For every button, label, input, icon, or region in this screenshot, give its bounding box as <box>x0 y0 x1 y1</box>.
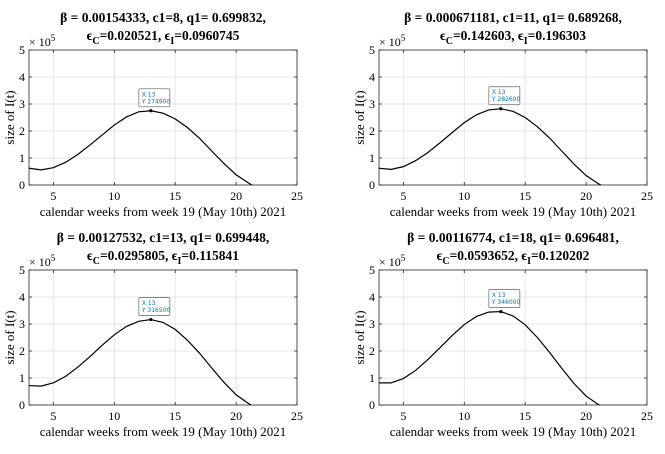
y-exponent-label: × 105 <box>29 33 56 49</box>
y-tick-label: 3 <box>19 97 25 111</box>
chart-title-line2: ϵC=0.142603, ϵI=0.196303 <box>440 28 586 47</box>
y-tick-label: 1 <box>19 151 25 165</box>
y-tick-label: 5 <box>19 263 25 277</box>
x-tick-label: 25 <box>641 189 653 203</box>
y-tick-label: 1 <box>19 371 25 385</box>
x-axis-label: calendar weeks from week 19 (May 10th) 2… <box>390 424 637 439</box>
series-line <box>29 110 253 185</box>
x-tick-label: 10 <box>458 189 470 203</box>
x-tick-label: 10 <box>108 409 120 423</box>
y-tick-label: 4 <box>369 290 375 304</box>
chart-title-line2: ϵC=0.020521, ϵI=0.0960745 <box>87 28 240 47</box>
x-tick-label: 15 <box>519 189 531 203</box>
x-tick-label: 15 <box>169 189 181 203</box>
y-exponent-label: × 105 <box>379 253 406 269</box>
axes-box <box>378 269 648 406</box>
datatip-box[interactable] <box>138 88 171 108</box>
x-tick-label: 10 <box>108 189 120 203</box>
y-tick-label: 0 <box>19 398 25 412</box>
y-tick-label: 1 <box>369 151 375 165</box>
chart-panel-3: β = 0.00127532, c1=13, q1= 0.699448, ϵC=0… <box>2 230 303 439</box>
chart-title-line2: ϵC=0.0295805, ϵI=0.115841 <box>87 248 239 267</box>
axes-box <box>378 49 648 186</box>
x-axis-label: calendar weeks from week 19 (May 10th) 2… <box>40 204 287 219</box>
y-exponent-label: × 105 <box>29 253 56 269</box>
x-axis-label: calendar weeks from week 19 (May 10th) 2… <box>40 424 287 439</box>
datatip-box[interactable] <box>488 289 521 308</box>
x-tick-label: 25 <box>641 409 653 423</box>
series-line <box>379 310 601 405</box>
chart-title-line2: ϵC=0.0593652, ϵI=0.120202 <box>437 248 590 267</box>
x-tick-label: 20 <box>230 409 242 423</box>
datatip-box[interactable] <box>488 86 521 106</box>
datatip-marker[interactable] <box>499 107 503 111</box>
datatip-marker[interactable] <box>149 109 153 113</box>
x-tick-label: 5 <box>400 189 406 203</box>
datatip-box[interactable] <box>138 297 171 316</box>
chart-title-line1: β = 0.00154333, c1=8, q1= 0.699832, <box>60 10 266 25</box>
y-tick-label: 2 <box>369 124 375 138</box>
series-line <box>379 108 602 185</box>
datatip-marker[interactable] <box>499 309 503 314</box>
y-tick-label: 0 <box>369 178 375 192</box>
y-tick-label: 3 <box>369 317 375 331</box>
axes-box <box>28 49 298 186</box>
y-tick-label: 5 <box>369 43 375 57</box>
datatip-x-label: X 13 <box>492 292 506 299</box>
chart-title-line1: β = 0.00116774, c1=18, q1= 0.696481, <box>407 230 619 245</box>
y-tick-label: 2 <box>19 344 25 358</box>
x-tick-label: 20 <box>230 189 242 203</box>
x-tick-label: 15 <box>519 409 531 423</box>
datatip-y-label: Y 316500 <box>141 307 171 314</box>
datatip-y-label: Y 346000 <box>491 299 521 306</box>
axes-box <box>28 269 298 406</box>
y-tick-label: 4 <box>369 70 375 84</box>
y-tick-label: 4 <box>19 70 25 84</box>
y-tick-label: 0 <box>19 178 25 192</box>
y-tick-label: 4 <box>19 290 25 304</box>
y-exponent-label: × 105 <box>379 33 406 49</box>
x-tick-label: 5 <box>50 189 56 203</box>
x-tick-label: 5 <box>400 409 406 423</box>
chart-title-line1: β = 0.00127532, c1=13, q1= 0.699448, <box>57 230 269 245</box>
chart-panel-2: β = 0.000671181, c1=11, q1= 0.689268, ϵC=… <box>352 10 653 219</box>
x-tick-label: 25 <box>291 189 303 203</box>
chart-panel-1: β = 0.00154333, c1=8, q1= 0.699832, ϵC=0.… <box>2 10 303 219</box>
y-axis-label: size of I(t) <box>2 90 17 144</box>
x-tick-label: 15 <box>169 409 181 423</box>
x-axis-label: calendar weeks from week 19 (May 10th) 2… <box>390 204 637 219</box>
datatip-x-label: X 13 <box>142 91 156 98</box>
y-tick-label: 0 <box>369 398 375 412</box>
datatip-y-label: Y 282600 <box>491 96 521 103</box>
x-tick-label: 25 <box>291 409 303 423</box>
series-line <box>29 318 253 405</box>
x-tick-label: 20 <box>580 409 592 423</box>
y-tick-label: 5 <box>369 263 375 277</box>
x-tick-label: 5 <box>50 409 56 423</box>
datatip-x-label: X 13 <box>492 89 506 96</box>
datatip-marker[interactable] <box>149 317 153 322</box>
x-tick-label: 10 <box>458 409 470 423</box>
y-tick-label: 2 <box>19 124 25 138</box>
y-axis-label: size of I(t) <box>2 310 17 364</box>
chart-panel-4: β = 0.00116774, c1=18, q1= 0.696481, ϵC=0… <box>352 230 653 439</box>
datatip-y-label: Y 274900 <box>141 98 171 105</box>
y-axis-label: size of I(t) <box>352 90 367 144</box>
y-tick-label: 5 <box>19 43 25 57</box>
datatip-x-label: X 13 <box>142 300 156 307</box>
y-tick-label: 1 <box>369 371 375 385</box>
y-tick-label: 3 <box>19 317 25 331</box>
y-tick-label: 3 <box>369 97 375 111</box>
x-tick-label: 20 <box>580 189 592 203</box>
chart-title-line1: β = 0.000671181, c1=11, q1= 0.689268, <box>404 10 622 25</box>
y-axis-label: size of I(t) <box>352 310 367 364</box>
y-tick-label: 2 <box>369 344 375 358</box>
